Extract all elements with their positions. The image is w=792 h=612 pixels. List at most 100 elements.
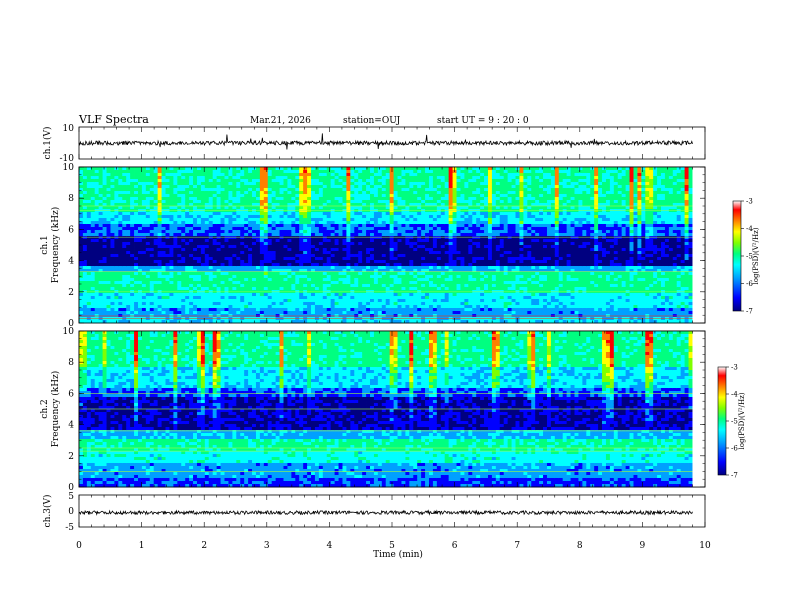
spectrogram-cell bbox=[204, 293, 210, 297]
spectrogram-cell bbox=[307, 311, 312, 315]
spectrogram-cell bbox=[244, 311, 249, 315]
spectrogram-cell bbox=[137, 284, 143, 288]
spectrogram-cell bbox=[244, 320, 249, 324]
spectrogram-cell bbox=[358, 284, 363, 288]
spectrogram-cell bbox=[169, 257, 174, 261]
spectrogram-cell bbox=[291, 248, 296, 252]
spectrogram-cell bbox=[314, 230, 320, 234]
spectrogram-cell bbox=[122, 320, 127, 324]
spectrogram-cell bbox=[350, 254, 355, 258]
spectrogram-cell bbox=[326, 308, 332, 312]
spectrogram-cell bbox=[338, 311, 343, 315]
spectrogram-cell bbox=[252, 308, 257, 312]
spectrogram-cell bbox=[370, 251, 375, 255]
spectrogram-cell bbox=[200, 212, 206, 216]
spectrogram-cell bbox=[244, 254, 249, 258]
spectrogram-cell bbox=[432, 305, 438, 309]
spectrogram-cell bbox=[196, 308, 202, 312]
spectrogram-cell bbox=[373, 305, 379, 309]
spectrogram-cell bbox=[98, 281, 103, 285]
spectrogram-cell bbox=[385, 221, 391, 225]
spectrogram-cell bbox=[118, 233, 123, 237]
spectrogram-cell bbox=[303, 191, 308, 195]
spectrogram-cell bbox=[413, 176, 418, 180]
spectrogram-cell bbox=[153, 308, 159, 312]
spectrogram-cell bbox=[405, 197, 410, 201]
spectrogram-cell bbox=[311, 311, 316, 315]
spectrogram-cell bbox=[267, 236, 273, 240]
spectrogram-cell bbox=[145, 194, 151, 198]
spectrogram-cell bbox=[122, 179, 127, 183]
spectrogram-cell bbox=[118, 254, 123, 258]
spectrogram-cell bbox=[342, 302, 347, 306]
spectrogram-cell bbox=[169, 197, 174, 201]
spectrogram-cell bbox=[326, 272, 332, 276]
spectrogram-cell bbox=[334, 233, 339, 237]
spectrogram-cell bbox=[303, 212, 308, 216]
spectrogram-cell bbox=[342, 284, 347, 288]
spectrogram-cell bbox=[311, 221, 316, 225]
spectrogram-cell bbox=[311, 242, 316, 246]
spectrogram-cell bbox=[425, 299, 430, 303]
spectrogram-cell bbox=[236, 230, 241, 234]
spectrogram-cell bbox=[346, 179, 351, 183]
spectrogram-cell bbox=[248, 317, 253, 321]
spectrogram-cell bbox=[216, 257, 221, 261]
spectrogram-cell bbox=[330, 281, 336, 285]
spectrogram-cell bbox=[177, 272, 182, 276]
spectrogram-cell bbox=[385, 188, 391, 192]
spectrogram-cell bbox=[134, 215, 139, 219]
spectrogram-cell bbox=[173, 254, 178, 258]
spectrogram-cell bbox=[440, 245, 446, 249]
spectrogram-cell bbox=[216, 260, 221, 264]
spectrogram-cell bbox=[421, 281, 426, 285]
spectrogram-cell bbox=[118, 320, 123, 324]
spectrogram-cell bbox=[377, 224, 383, 228]
spectrogram-cell bbox=[409, 242, 414, 246]
spectrogram-cell bbox=[86, 230, 92, 234]
spectrogram-cell bbox=[114, 251, 119, 255]
spectrogram-cell bbox=[287, 269, 292, 273]
spectrogram-cell bbox=[342, 224, 347, 228]
spectrogram-cell bbox=[110, 173, 115, 177]
spectrogram-cell bbox=[255, 278, 261, 282]
spectrogram-cell bbox=[157, 245, 162, 249]
spectrogram-cell bbox=[370, 212, 375, 216]
spectrogram-cell bbox=[271, 317, 277, 321]
spectrogram-cell bbox=[405, 317, 410, 321]
spectrogram-cell bbox=[189, 179, 194, 183]
spectrogram-cell bbox=[114, 266, 119, 270]
spectrogram-cell bbox=[358, 236, 363, 240]
spectrogram-cell bbox=[90, 191, 96, 195]
spectrogram-cell bbox=[432, 251, 438, 255]
spectrogram-cell bbox=[370, 299, 375, 303]
spectrogram-cell bbox=[342, 227, 347, 231]
spectrogram-cell bbox=[385, 317, 391, 321]
spectrogram-cell bbox=[299, 293, 304, 297]
spectrogram-cell bbox=[149, 299, 155, 303]
spectrogram-cell bbox=[303, 269, 308, 273]
spectrogram-cell bbox=[346, 302, 351, 306]
spectrogram-cell bbox=[322, 233, 328, 237]
spectrogram-cell bbox=[362, 251, 367, 255]
spectrogram-cell bbox=[267, 311, 273, 315]
spectrogram-cell bbox=[137, 182, 143, 186]
spectrogram-cell bbox=[299, 203, 304, 207]
spectrogram-cell bbox=[118, 317, 123, 321]
spectrogram-cell bbox=[401, 236, 406, 240]
spectrogram-cell bbox=[177, 245, 182, 249]
spectrogram-cell bbox=[82, 194, 88, 198]
spectrogram-cell bbox=[126, 278, 131, 282]
spectrogram-cell bbox=[393, 245, 398, 249]
spectrogram-cell bbox=[377, 227, 383, 231]
spectrogram-cell bbox=[413, 281, 418, 285]
spectrogram-cell bbox=[153, 275, 159, 279]
spectrogram-cell bbox=[165, 176, 170, 180]
ch1-spectrogram-image bbox=[79, 167, 705, 324]
spectrogram-cell bbox=[311, 254, 316, 258]
spectrogram-cell bbox=[397, 278, 402, 282]
spectrogram-cell bbox=[283, 227, 288, 231]
spectrogram-cell bbox=[303, 167, 308, 171]
spectrogram-cell bbox=[385, 200, 391, 204]
spectrogram-cell bbox=[153, 185, 159, 189]
